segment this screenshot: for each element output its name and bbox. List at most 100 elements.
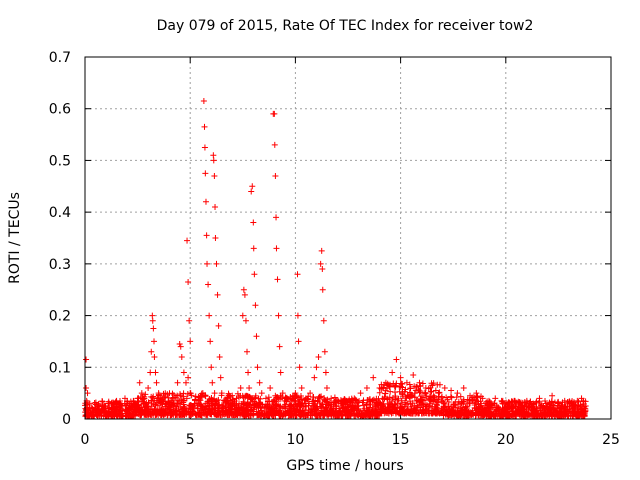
data-point xyxy=(578,395,585,402)
noise-point xyxy=(550,404,557,411)
noise-point xyxy=(135,401,142,408)
noise-point xyxy=(124,413,131,420)
noise-point xyxy=(338,412,345,419)
x-axis-label: GPS time / hours xyxy=(286,458,403,474)
data-point xyxy=(581,405,588,412)
data-point xyxy=(180,369,187,376)
noise-point xyxy=(377,410,384,417)
noise-point xyxy=(484,410,491,417)
data-point xyxy=(217,374,224,381)
noise-point xyxy=(393,409,400,416)
data-point xyxy=(150,325,157,332)
data-point xyxy=(210,157,217,164)
noise-point xyxy=(169,395,176,402)
noise-point xyxy=(423,401,430,408)
noise-point xyxy=(180,405,187,412)
noise-point xyxy=(380,384,387,391)
noise-point xyxy=(499,413,506,420)
noise-point xyxy=(313,406,320,413)
noise-point xyxy=(439,407,446,414)
noise-point xyxy=(305,409,312,416)
noise-point xyxy=(414,383,421,390)
noise-point xyxy=(273,394,280,401)
noise-point xyxy=(287,402,294,409)
noise-point xyxy=(392,396,399,403)
data-point xyxy=(298,384,305,391)
noise-point xyxy=(292,411,299,418)
noise-point xyxy=(382,390,389,397)
data-point xyxy=(239,312,246,319)
noise-point xyxy=(189,403,196,410)
noise-point xyxy=(484,405,491,412)
data-point xyxy=(186,317,193,324)
data-point xyxy=(370,374,377,381)
noise-point xyxy=(148,393,155,400)
noise-point xyxy=(504,412,511,419)
noise-point xyxy=(365,411,372,418)
noise-point xyxy=(329,408,336,415)
data-point xyxy=(182,379,189,386)
noise-point xyxy=(184,408,191,415)
noise-point xyxy=(411,394,418,401)
noise-point xyxy=(301,412,308,419)
noise-point xyxy=(307,412,314,419)
noise-point xyxy=(232,409,239,416)
data-point xyxy=(504,400,511,407)
data-point xyxy=(252,302,259,309)
noise-point xyxy=(453,394,460,401)
data-point xyxy=(273,214,280,221)
noise-point xyxy=(348,403,355,410)
noise-point xyxy=(161,394,168,401)
noise-point xyxy=(541,405,548,412)
noise-point xyxy=(91,399,98,406)
noise-point xyxy=(430,392,437,399)
data-point xyxy=(511,397,518,404)
data-point xyxy=(363,384,370,391)
noise-point xyxy=(355,402,362,409)
noise-point xyxy=(186,412,193,419)
noise-point xyxy=(429,403,436,410)
noise-point xyxy=(192,396,199,403)
noise-point xyxy=(196,394,203,401)
noise-point xyxy=(114,411,121,418)
noise-point xyxy=(407,392,414,399)
noise-point xyxy=(399,409,406,416)
data-point xyxy=(254,364,261,371)
noise-point xyxy=(180,393,187,400)
noise-point xyxy=(157,411,164,418)
data-point xyxy=(332,397,339,404)
data-point xyxy=(295,338,302,345)
noise-point xyxy=(451,402,458,409)
noise-point xyxy=(502,405,509,412)
data-point xyxy=(130,397,137,404)
noise-point xyxy=(512,404,519,411)
y-tick-label: 0.5 xyxy=(49,153,71,169)
noise-point xyxy=(430,397,437,404)
noise-point xyxy=(342,399,349,406)
data-point xyxy=(441,384,448,391)
noise-point xyxy=(86,400,93,407)
noise-point xyxy=(364,410,371,417)
data-point xyxy=(245,369,252,376)
noise-point xyxy=(240,408,247,415)
data-point xyxy=(157,395,164,402)
noise-point xyxy=(571,404,578,411)
data-point xyxy=(202,198,209,205)
noise-point xyxy=(380,406,387,413)
noise-point xyxy=(323,404,330,411)
data-point xyxy=(152,369,159,376)
data-point xyxy=(145,384,152,391)
noise-point xyxy=(185,405,192,412)
noise-point xyxy=(318,393,325,400)
noise-point xyxy=(314,397,321,404)
data-point xyxy=(117,403,124,410)
noise-point xyxy=(258,401,265,408)
noise-point xyxy=(322,397,329,404)
noise-point xyxy=(347,411,354,418)
noise-point xyxy=(448,403,455,410)
data-point xyxy=(429,382,436,389)
noise-point xyxy=(213,397,220,404)
data-point xyxy=(467,392,474,399)
data-point xyxy=(274,276,281,283)
data-point xyxy=(151,338,158,345)
